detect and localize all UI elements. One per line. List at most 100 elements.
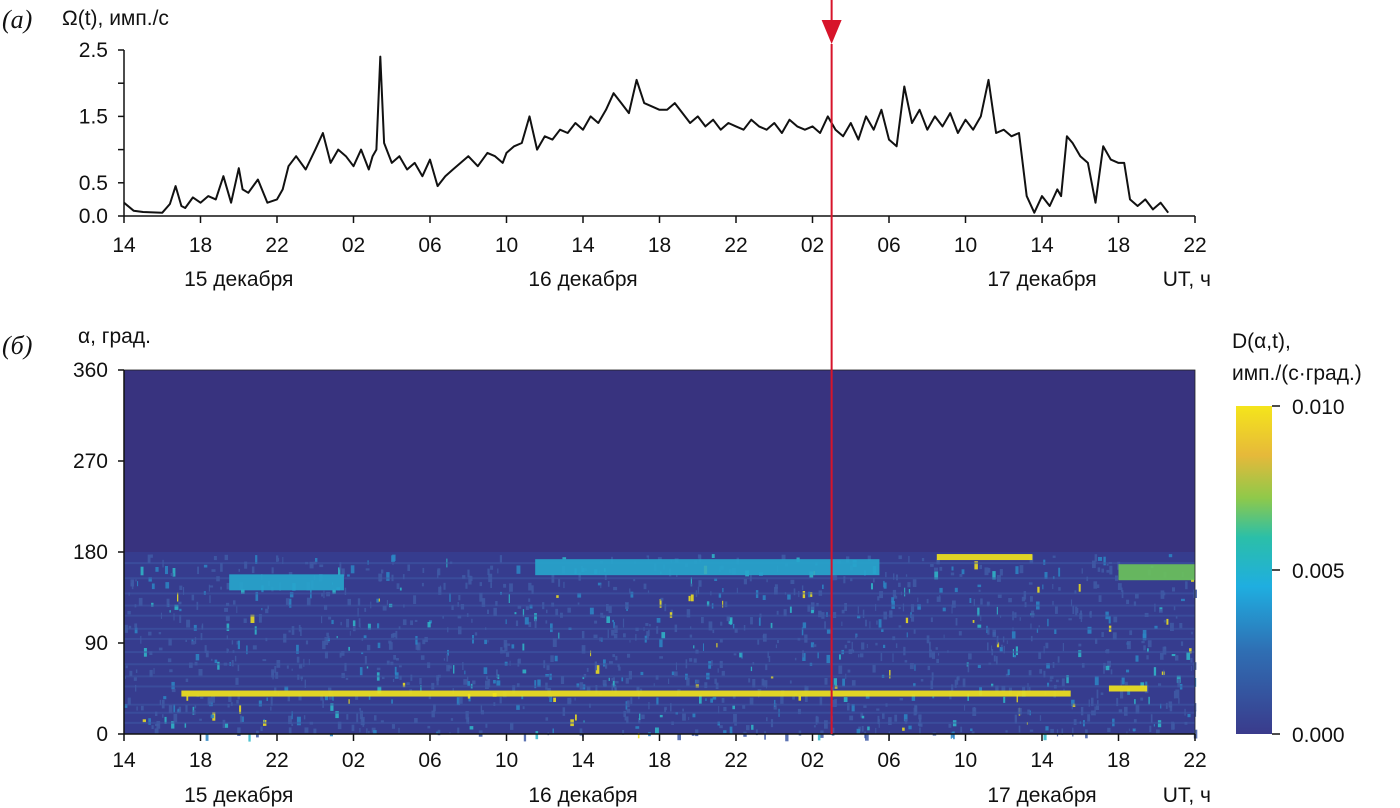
heatmap-cell (575, 714, 577, 721)
heatmap-cell (690, 594, 694, 602)
heatmap-cell (460, 604, 465, 610)
heatmap-cell (128, 625, 132, 629)
heatmap-cell (272, 670, 274, 680)
heatmap-cell (553, 697, 556, 702)
heatmap-cell (558, 578, 561, 587)
heatmap-cell (270, 706, 272, 711)
heatmap-cell (1145, 681, 1148, 686)
heatmap-cell (364, 656, 367, 665)
heatmap-cell (499, 555, 502, 563)
heatmap-cell (770, 622, 773, 629)
heatmap-cell (635, 634, 637, 641)
heatmap-cell (577, 602, 580, 605)
heatmap-cell (258, 614, 262, 623)
heatmap-cell (134, 623, 138, 628)
heatmap-cell (1081, 568, 1083, 574)
heatmap-cell (919, 727, 921, 735)
heatmap-cell (635, 726, 640, 729)
heatmap-cell (869, 621, 871, 629)
heatmap-cell (879, 591, 883, 599)
y-tick-label: 270 (73, 450, 108, 473)
heatmap-cell (1117, 583, 1122, 590)
heatmap-cell (303, 658, 305, 667)
heatmap-cell (427, 662, 431, 669)
heatmap-cell (1080, 707, 1084, 716)
heatmap-cell (1135, 655, 1139, 662)
heatmap-cell (1052, 584, 1054, 590)
heatmap-cell (743, 625, 746, 631)
heatmap-cell (1140, 682, 1145, 687)
heatmap-cell (1008, 598, 1012, 603)
heatmap-cell (1113, 616, 1118, 623)
heatmap-cell (1124, 706, 1128, 716)
heatmap-cell (507, 643, 511, 646)
heatmap-cell (1054, 629, 1057, 634)
heatmap-cell (907, 582, 911, 588)
heatmap-cell (813, 725, 816, 728)
heatmap-cell (903, 646, 906, 656)
heatmap-cell (414, 718, 418, 724)
heatmap-cell (781, 554, 786, 560)
heatmap-cell (490, 565, 494, 570)
heatmap-cell (833, 678, 837, 686)
heatmap-cell (790, 579, 795, 584)
heatmap-cell (623, 710, 626, 718)
heatmap-cell (921, 558, 925, 562)
y-tick-label: 2.5 (79, 39, 108, 62)
x-tick-label: 22 (724, 234, 747, 257)
heatmap-cell (914, 664, 916, 671)
heatmap-cell (918, 714, 922, 720)
heatmap-cell (1160, 703, 1162, 709)
heatmap-cell (690, 577, 692, 587)
heatmap-cell (766, 579, 768, 583)
heatmap-cell (130, 579, 134, 587)
heatmap-cell (826, 612, 828, 617)
heatmap-cell (911, 614, 915, 622)
heatmap-cell (179, 614, 182, 623)
heatmap-cell (169, 669, 173, 673)
heatmap-cell (171, 721, 175, 729)
heatmap-cell (241, 589, 245, 594)
heatmap-streak (124, 721, 1195, 724)
heatmap-cell (904, 719, 908, 724)
heatmap-cell (137, 581, 139, 587)
heatmap-cell (326, 632, 329, 637)
heatmap-cell (469, 726, 474, 730)
heatmap-cell (1189, 648, 1192, 654)
heatmap-cell (382, 605, 387, 611)
heatmap-cell (736, 587, 738, 594)
heatmap-cell (487, 639, 489, 643)
heatmap-cell (415, 636, 418, 645)
heatmap-cell (1118, 709, 1123, 713)
heatmap-cell (802, 591, 806, 599)
heatmap-cell (339, 652, 342, 658)
heatmap-cell (286, 665, 289, 669)
heatmap-cell (987, 627, 990, 635)
heatmap-cell (838, 665, 843, 674)
heatmap-cell (1056, 729, 1059, 737)
heatmap-cell (711, 660, 713, 666)
heatmap-cell (556, 595, 559, 598)
heatmap-cell (246, 645, 248, 655)
heatmap-cell (487, 568, 490, 576)
heatmap-cell (457, 615, 462, 619)
panel-a-x-axis: 14 18 22 02 06 10 14 18 22 02 06 10 14 18 22 15 декабря… (112, 215, 1211, 291)
heatmap-cell (638, 718, 641, 724)
heatmap-cell (613, 622, 615, 629)
heatmap-cell (381, 676, 385, 680)
heatmap-cell (1121, 677, 1125, 685)
x-tick-label: 18 (1107, 749, 1130, 772)
heatmap-streak (124, 604, 1195, 607)
heatmap-cell (1103, 556, 1106, 566)
heatmap-cell (1066, 675, 1069, 684)
colorbar-title-line2: имп./(с·град.) (1232, 362, 1362, 385)
x-tick-label: 02 (342, 234, 365, 257)
heatmap-feature-band (936, 554, 1033, 561)
heatmap-cell (222, 719, 226, 728)
heatmap-cell (462, 575, 466, 579)
heatmap-cell (402, 619, 407, 626)
heatmap-cell (865, 733, 869, 741)
heatmap-cell (676, 574, 678, 577)
heatmap-cell (1101, 632, 1104, 637)
